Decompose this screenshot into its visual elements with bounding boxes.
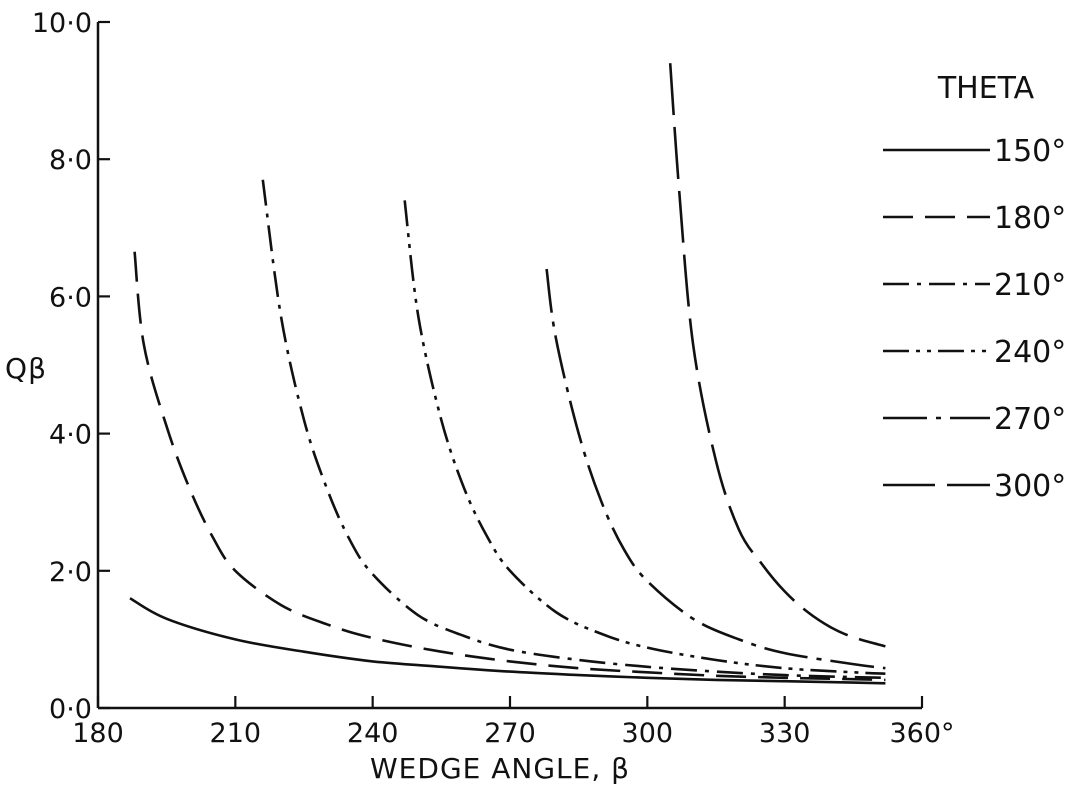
series-line-5 [545, 268, 886, 670]
legend: THETA 150° 180° 210° 240° 270° 300° [883, 71, 1066, 504]
y-tick-label: 4·0 [49, 420, 92, 451]
x-tick-label: 360° [889, 718, 954, 749]
series-layer [129, 63, 886, 685]
series-line-3 [261, 179, 886, 680]
y-tick-label: 6·0 [49, 282, 92, 313]
legend-title: THETA [937, 71, 1035, 106]
legend-label-5: 270° [994, 402, 1066, 437]
legend-items: 150° 180° 210° 240° 270° 300° [883, 134, 1066, 504]
x-tick-label: 270 [484, 718, 536, 749]
y-tick-label: 0·0 [49, 694, 92, 725]
series-line-1 [129, 597, 886, 685]
y-axis-title: Qβ [5, 352, 47, 385]
x-tick-label: 240 [347, 718, 399, 749]
x-tick-label: 330 [759, 718, 811, 749]
legend-label-1: 150° [994, 134, 1066, 169]
legend-label-4: 240° [994, 335, 1066, 370]
x-ticks: 180 210 240 270 300 330 360° [72, 696, 955, 749]
legend-label-6: 300° [994, 469, 1066, 504]
x-tick-label: 210 [210, 718, 262, 749]
y-ticks: 0·0 2·0 4·0 6·0 8·0 10·0 [32, 8, 110, 725]
x-axis-title: WEDGE ANGLE, β [370, 752, 630, 785]
series-line-6 [668, 63, 886, 648]
series-line-2 [133, 251, 886, 682]
series-line-4 [403, 200, 886, 675]
y-tick-label: 8·0 [49, 145, 92, 176]
axes: 180 210 240 270 300 330 360° 0·0 2·0 4·0 6·0 8·0 10… [32, 8, 955, 749]
y-tick-label: 10·0 [32, 8, 92, 39]
legend-label-3: 210° [994, 268, 1066, 303]
x-tick-label: 180 [72, 718, 124, 749]
x-tick-label: 300 [622, 718, 674, 749]
legend-label-2: 180° [994, 201, 1066, 236]
y-tick-label: 2·0 [49, 557, 92, 588]
